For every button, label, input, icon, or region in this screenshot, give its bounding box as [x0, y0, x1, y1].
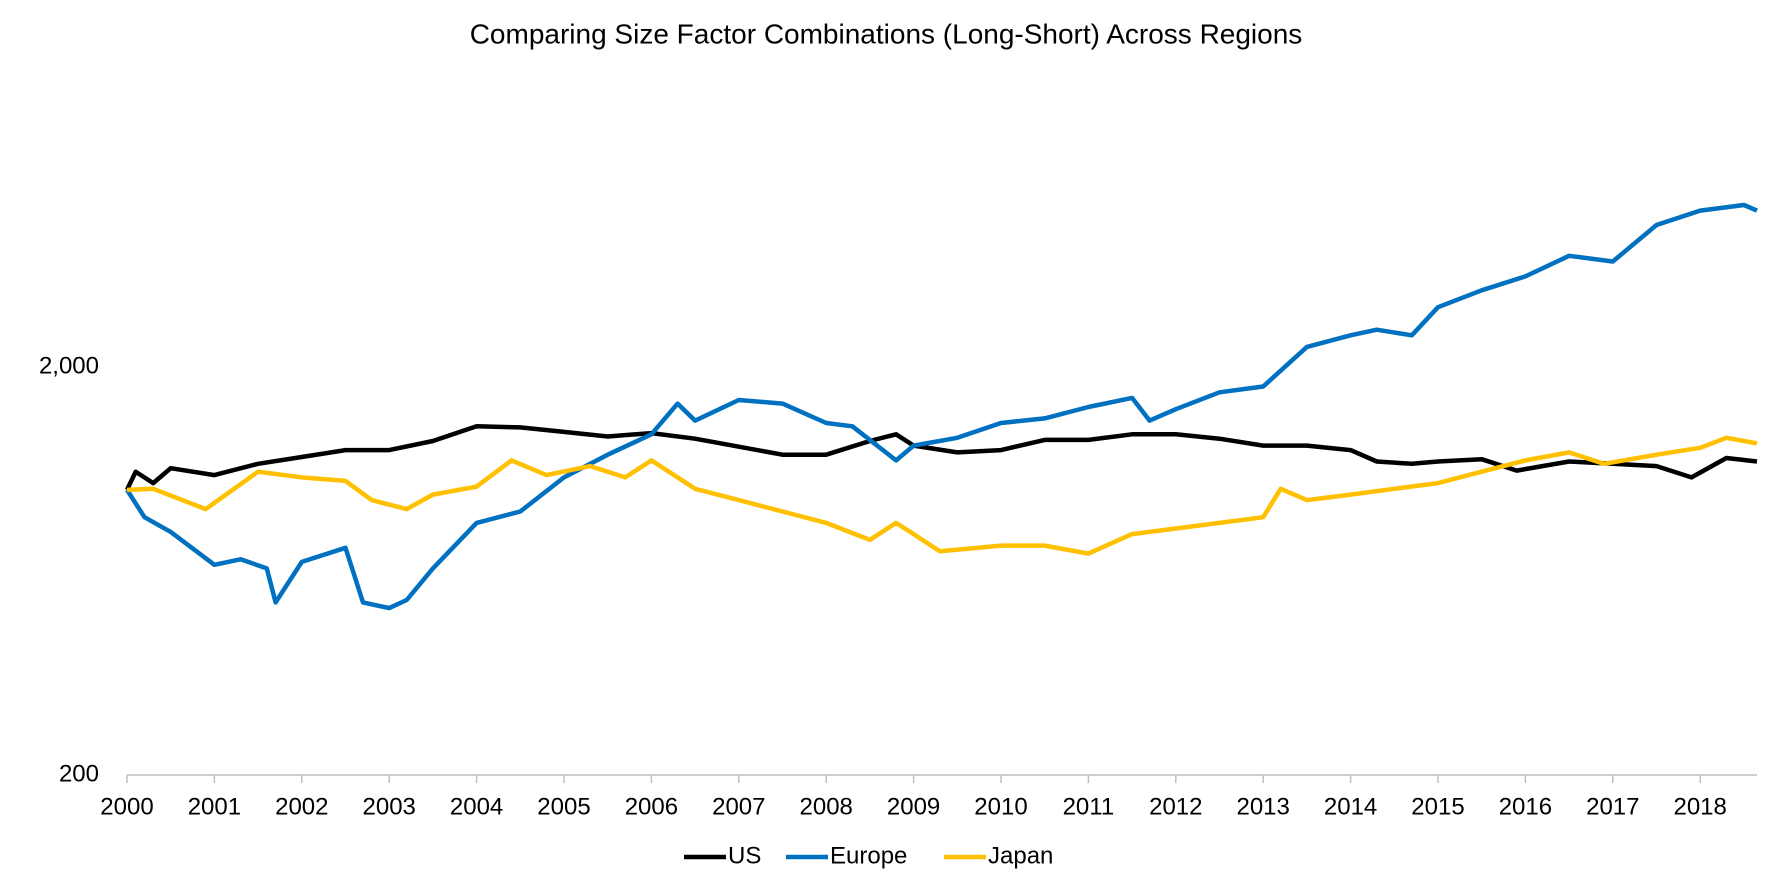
x-tick-label: 2009: [887, 793, 940, 820]
series-line: [125, 202, 1758, 611]
series-line: [126, 435, 1758, 556]
chart-title: Comparing Size Factor Combinations (Long…: [470, 18, 1303, 49]
y-tick-label: 200: [59, 760, 99, 787]
x-tick-label: 2016: [1499, 793, 1552, 820]
x-tick-label: 2017: [1586, 793, 1639, 820]
legend-label: US: [728, 842, 761, 869]
x-tick-label: 2012: [1149, 793, 1202, 820]
x-tick-label: 2008: [800, 793, 853, 820]
legend-label: Europe: [830, 842, 907, 869]
legend-label: Japan: [988, 842, 1053, 869]
y-tick-label: 2,000: [39, 352, 99, 379]
x-tick-label: 2006: [625, 793, 678, 820]
x-tick-label: 2015: [1411, 793, 1464, 820]
x-tick-label: 2018: [1673, 793, 1726, 820]
x-tick-label: 2002: [275, 793, 328, 820]
x-tick-label: 2000: [100, 793, 153, 820]
series-line: [124, 424, 1758, 491]
x-tick-label: 2011: [1063, 793, 1115, 820]
x-tick-label: 2007: [712, 793, 765, 820]
x-tick-label: 2014: [1324, 793, 1377, 820]
x-tick-label: 2001: [188, 793, 241, 820]
x-tick-label: 2010: [974, 793, 1027, 820]
x-tick-label: 2005: [537, 793, 590, 820]
x-tick-label: 2003: [363, 793, 416, 820]
x-tick-label: 2004: [450, 793, 503, 820]
x-tick-label: 2013: [1236, 793, 1289, 820]
